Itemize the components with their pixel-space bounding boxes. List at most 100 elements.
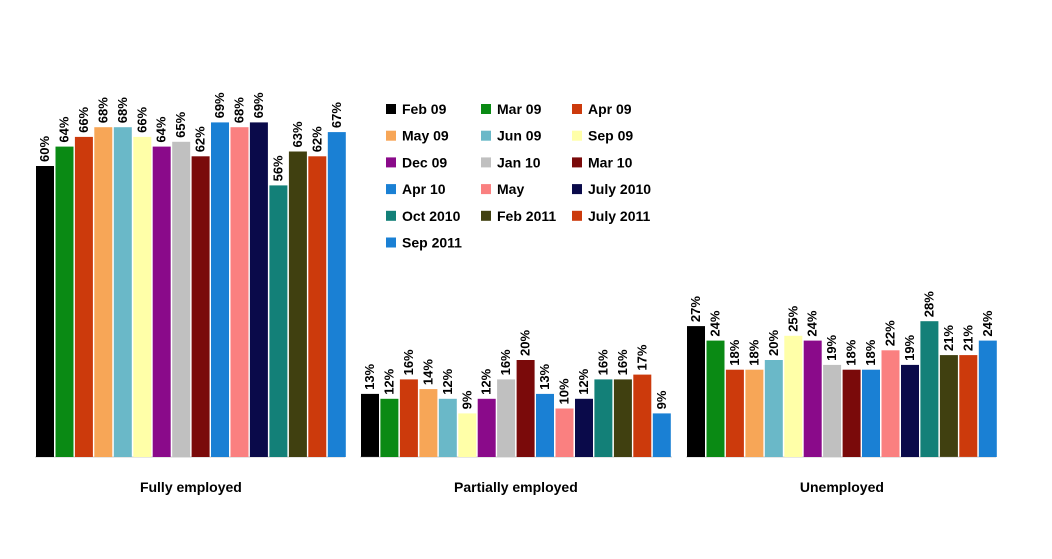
bar-unemployed-jun-09 <box>764 360 783 457</box>
category-labels-layer: Fully employed Partially employed Unemploy… <box>140 479 884 495</box>
legend-swatch-mar-09 <box>481 104 491 114</box>
value-label-unemployed-apr-09: 18% <box>727 339 742 365</box>
bar-partially-employed-may-09 <box>419 389 438 457</box>
legend-label-apr-10: Apr 10 <box>402 181 446 197</box>
value-label-fully-employed-apr-09: 66% <box>76 106 91 132</box>
value-label-fully-employed-jan-10: 65% <box>173 111 188 137</box>
value-label-partially-employed-apr-10: 13% <box>537 363 552 389</box>
bar-unemployed-jan-10 <box>823 364 842 457</box>
legend-label-may: May <box>497 181 524 197</box>
legend-label-oct-2010: Oct 2010 <box>402 208 461 224</box>
value-label-unemployed-mar-09: 24% <box>708 310 723 336</box>
legend-label-dec-09: Dec 09 <box>402 154 447 170</box>
bar-fully-employed-oct-2010 <box>269 185 288 457</box>
bar-unemployed-sep-2011 <box>978 340 997 457</box>
value-label-fully-employed-july-2010: 69% <box>251 92 266 118</box>
value-label-unemployed-dec-09: 24% <box>805 310 820 336</box>
legend-label-may-09: May 09 <box>402 128 449 144</box>
legend-swatch-jan-10 <box>481 157 491 168</box>
value-label-partially-employed-may: 10% <box>557 378 572 404</box>
bar-fully-employed-july-2010 <box>249 122 268 458</box>
bar-fully-employed-mar-09 <box>55 146 74 457</box>
legend-swatch-apr-09 <box>572 104 582 114</box>
bar-fully-employed-sep-2011 <box>327 132 346 457</box>
value-label-unemployed-jun-09: 20% <box>766 330 781 356</box>
bar-partially-employed-feb-2011 <box>613 379 632 457</box>
legend-swatch-apr-10 <box>386 184 396 195</box>
value-label-partially-employed-sep-2011: 9% <box>654 390 669 409</box>
bar-fully-employed-sep-09 <box>133 136 152 457</box>
value-label-fully-employed-may: 68% <box>232 97 247 123</box>
value-label-partially-employed-jun-09: 12% <box>440 368 455 394</box>
legend-label-apr-09: Apr 09 <box>588 101 632 117</box>
value-label-unemployed-july-2011: 21% <box>960 325 975 351</box>
value-label-partially-employed-apr-09: 16% <box>401 349 416 375</box>
bar-unemployed-oct-2010 <box>920 321 939 457</box>
value-label-partially-employed-may-09: 14% <box>420 359 435 385</box>
category-label-partially-employed: Partially employed <box>454 479 578 495</box>
bar-unemployed-mar-09 <box>706 340 725 457</box>
value-label-fully-employed-july-2011: 62% <box>309 126 324 152</box>
value-label-fully-employed-sep-2011: 67% <box>329 102 344 128</box>
bar-unemployed-may <box>881 350 900 457</box>
value-label-unemployed-sep-2011: 24% <box>980 310 995 336</box>
value-label-partially-employed-jan-10: 16% <box>498 349 513 375</box>
legend-swatch-july-2011 <box>572 210 582 221</box>
value-labels-layer: 60% 64% 66% 68% 68% 66% 64% 65% 62% 69% 68% 69% 56% 6… <box>37 92 995 409</box>
bar-unemployed-apr-09 <box>725 369 744 457</box>
bar-unemployed-feb-2011 <box>939 355 958 457</box>
value-label-partially-employed-july-2011: 17% <box>634 344 649 370</box>
bar-fully-employed-dec-09 <box>152 146 171 457</box>
legend-label-feb-2011: Feb 2011 <box>497 208 556 224</box>
bar-partially-employed-jun-09 <box>438 398 457 457</box>
bar-partially-employed-feb-09 <box>361 393 379 457</box>
legend-swatch-sep-09 <box>572 130 582 141</box>
value-label-unemployed-jan-10: 19% <box>824 334 839 360</box>
legend-label-sep-2011: Sep 2011 <box>402 235 462 251</box>
value-label-partially-employed-mar-09: 12% <box>381 368 396 394</box>
bars-layer <box>36 122 997 458</box>
bar-unemployed-feb-09 <box>687 326 705 457</box>
value-label-fully-employed-mar-10: 62% <box>193 126 208 152</box>
value-label-unemployed-may-09: 18% <box>746 339 761 365</box>
value-label-partially-employed-dec-09: 12% <box>479 368 494 394</box>
legend-swatch-dec-09 <box>386 157 396 168</box>
legend-label-july-2010: July 2010 <box>588 181 651 197</box>
legend-label-jun-09: Jun 09 <box>497 128 542 144</box>
bar-fully-employed-apr-09 <box>74 136 93 457</box>
legend-label-jan-10: Jan 10 <box>497 154 541 170</box>
value-label-fully-employed-oct-2010: 56% <box>270 155 285 181</box>
value-label-partially-employed-july-2010: 12% <box>576 368 591 394</box>
bar-fully-employed-mar-10 <box>191 156 210 458</box>
value-label-fully-employed-sep-09: 66% <box>134 106 149 132</box>
legend-swatch-jun-09 <box>481 130 491 141</box>
legend-swatch-may <box>481 184 491 195</box>
value-label-unemployed-oct-2010: 28% <box>921 291 936 317</box>
legend: Feb 09 Mar 09 Apr 09 May 09 Jun 09 Sep 09 Dec … <box>386 101 651 251</box>
value-label-unemployed-apr-10: 18% <box>863 339 878 365</box>
legend-swatch-feb-2011 <box>481 210 491 221</box>
bar-partially-employed-july-2011 <box>633 374 652 457</box>
bar-unemployed-july-2010 <box>901 364 919 457</box>
bar-partially-employed-may <box>555 408 574 457</box>
bar-partially-employed-sep-09 <box>458 413 477 457</box>
bar-fully-employed-jan-10 <box>172 141 191 458</box>
legend-swatch-feb-09 <box>386 104 396 114</box>
bar-fully-employed-july-2011 <box>308 156 327 458</box>
value-label-unemployed-feb-09: 27% <box>688 296 703 322</box>
legend-swatch-mar-10 <box>572 157 582 168</box>
bar-fully-employed-may-09 <box>94 127 113 457</box>
value-label-fully-employed-apr-10: 69% <box>212 92 227 118</box>
bar-fully-employed-feb-09 <box>36 166 54 457</box>
value-label-fully-employed-jun-09: 68% <box>115 97 130 123</box>
value-label-fully-employed-may-09: 68% <box>95 97 110 123</box>
legend-label-july-2011: July 2011 <box>588 208 650 224</box>
bar-unemployed-mar-10 <box>842 369 861 457</box>
value-label-unemployed-sep-09: 25% <box>785 305 800 331</box>
bar-partially-employed-july-2010 <box>575 398 593 457</box>
legend-swatch-oct-2010 <box>386 210 396 221</box>
value-label-partially-employed-oct-2010: 16% <box>595 349 610 375</box>
bar-partially-employed-mar-10 <box>516 360 535 457</box>
bar-partially-employed-sep-2011 <box>652 413 671 457</box>
bar-partially-employed-jan-10 <box>497 379 516 457</box>
